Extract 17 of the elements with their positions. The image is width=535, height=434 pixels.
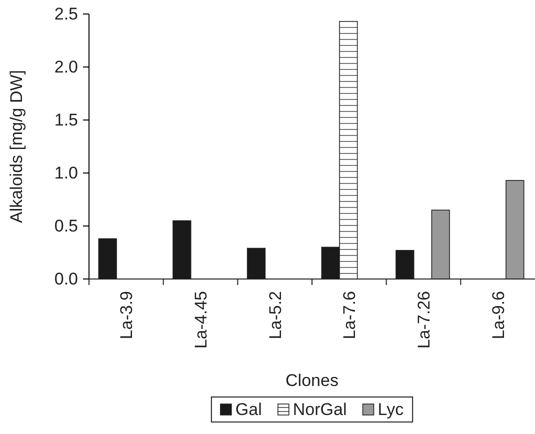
y-tick-label: 1.5 xyxy=(54,110,78,130)
y-tick-label: 0.5 xyxy=(54,216,78,236)
x-tick-label: La-5.2 xyxy=(266,291,285,340)
y-tick-label: 1.0 xyxy=(54,163,78,182)
x-tick-label: La-7.26 xyxy=(414,291,434,349)
y-tick-label: 0.0 xyxy=(54,269,78,288)
y-tick-label: 2.0 xyxy=(54,57,78,76)
legend-label: Lyc xyxy=(378,400,404,419)
x-tick-label: La-4.45 xyxy=(192,291,210,349)
y-axis-title: Alkaloids [mg/g DW] xyxy=(7,70,26,224)
x-axis-title: Clones xyxy=(286,371,338,390)
y-tick-label: 2.5 xyxy=(54,4,78,24)
legend-label: Gal xyxy=(235,400,262,419)
x-tick-label: La-3.9 xyxy=(117,291,136,340)
legend-label: NorGal xyxy=(292,400,347,419)
x-tick-label: La-7.6 xyxy=(340,291,360,340)
x-tick-label: La-9.6 xyxy=(488,291,508,340)
